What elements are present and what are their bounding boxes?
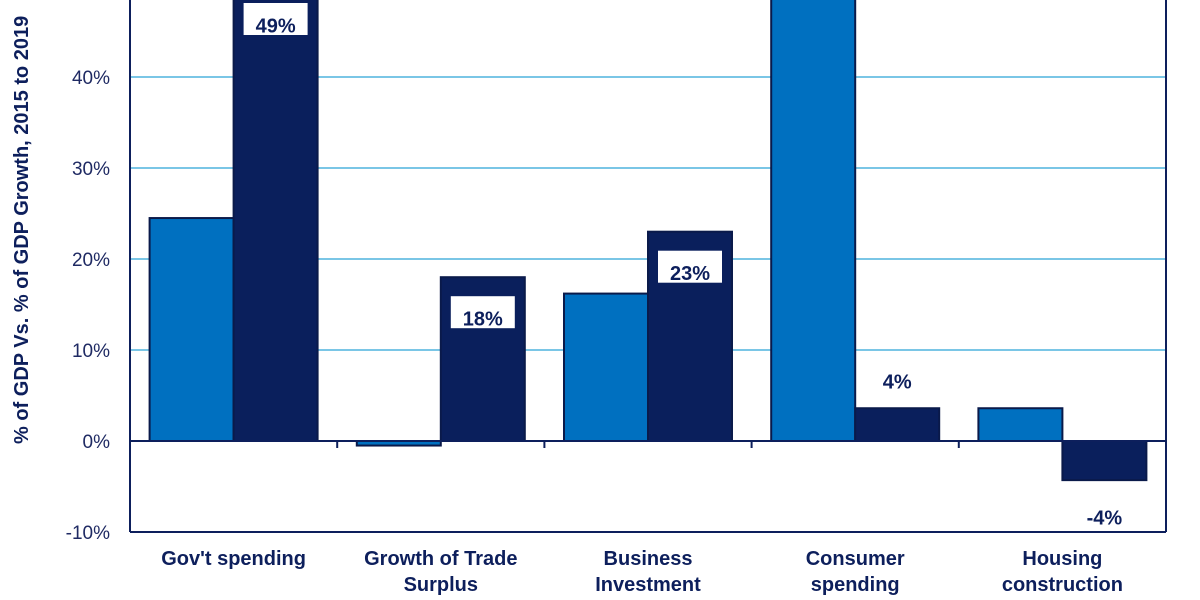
bar-gdp-share [148, 217, 235, 442]
bar-gdp-share [770, 0, 857, 442]
bar-gdp-share [563, 292, 649, 442]
bar-growth-share [854, 407, 941, 442]
data-label: 18% [463, 308, 503, 330]
y-tick-labels: -10% 0% 10% 20% 30% 40% [66, 68, 110, 544]
category-label: Growth of Trade [364, 548, 517, 570]
category-label: Gov't spending [161, 548, 306, 570]
category-labels: Gov't spending Growth of Trade Surplus Busi… [161, 548, 1123, 596]
category-label: construction [1002, 574, 1123, 596]
category-label: Surplus [404, 574, 478, 596]
bar-gdp-share [977, 407, 1064, 442]
bar-growth-share [232, 0, 319, 442]
y-tick-label: 40% [72, 68, 110, 89]
data-label: -4% [1087, 507, 1123, 529]
data-label: 49% [256, 15, 296, 37]
bar-growth-share [1061, 440, 1148, 482]
data-labels: 49% 18% 23% 4% -4% [243, 3, 1123, 529]
category-label: spending [811, 574, 900, 596]
category-label: Housing [1022, 548, 1102, 570]
axes [129, 0, 1167, 533]
data-label: 4% [883, 372, 912, 394]
data-label-box [243, 3, 308, 35]
y-tick-label: -10% [66, 523, 110, 544]
data-label-box [658, 250, 722, 283]
data-label: 23% [670, 263, 710, 285]
category-label: Investment [595, 574, 701, 596]
y-tick-label: 20% [72, 250, 110, 271]
y-tick-label: 0% [83, 432, 111, 453]
data-label-box [450, 296, 515, 329]
y-axis-label: % of GDP Vs. % of GDP Growth, 2015 to 20… [11, 16, 33, 444]
y-tick-label: 10% [72, 341, 110, 362]
category-label: Business [604, 548, 693, 570]
y-tick-label: 30% [72, 159, 110, 180]
bars [148, 0, 1148, 482]
category-label: Consumer [806, 548, 905, 570]
